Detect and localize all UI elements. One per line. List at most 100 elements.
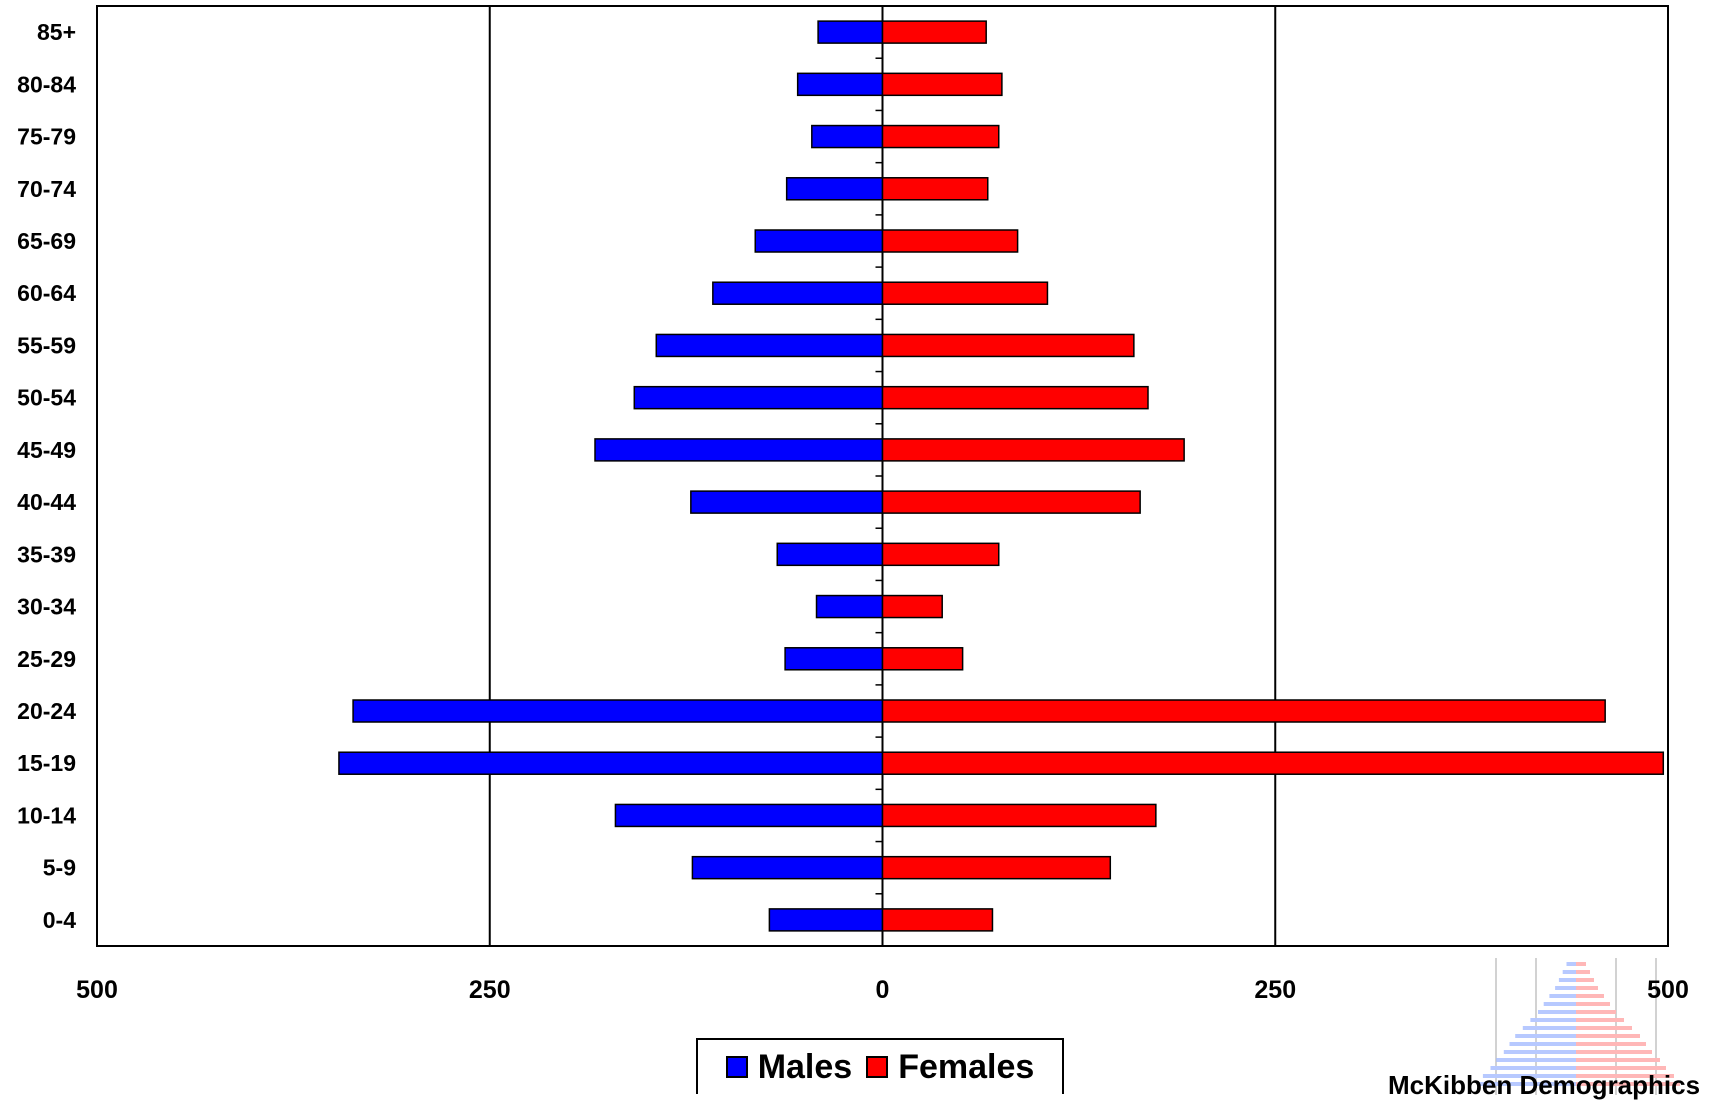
bars [338,20,1665,932]
y-tick-label: 5-9 [43,855,76,881]
watermark-bar-female [1576,986,1598,990]
legend-males-label: Males [757,1047,853,1086]
bar-males [691,855,884,880]
bar-males [712,281,884,305]
watermark-bar-female [1576,1034,1640,1038]
bar-females [881,490,1141,514]
watermark-bar-female [1576,1058,1660,1062]
y-tick-label: 85+ [37,19,76,45]
bar-males [614,803,884,828]
watermark-bar-male [1555,986,1576,990]
watermark-bar-male [1522,1026,1576,1030]
bar-males [817,20,884,44]
bar-females [881,72,1003,97]
bar-males [633,385,884,410]
center-axis [875,5,884,947]
gridlines [488,6,1277,946]
bar-females [881,751,1665,775]
bar-females [881,281,1049,305]
bar-males [690,490,884,514]
watermark-bar-female [1576,978,1594,982]
bar-females [881,908,994,932]
y-tick-label: 25-29 [17,646,76,672]
y-tick-label: 35-39 [17,541,76,567]
bar-females [881,699,1606,723]
watermark-bar-male [1490,1066,1576,1070]
y-tick-label: 75-79 [17,124,76,150]
bar-males [655,333,884,358]
bar-females [881,594,943,619]
bar-females [881,385,1149,410]
watermark-bar-male [1562,970,1576,974]
watermark-mini-pyramid [1477,958,1680,1095]
y-tick-label: 15-19 [17,750,76,776]
y-tick-label: 30-34 [17,594,76,620]
watermark-bar-male [1482,1074,1576,1078]
y-tick-label: 45-49 [17,437,76,463]
bar-males [776,542,884,567]
y-tick-label: 60-64 [17,280,76,306]
bar-females [881,177,989,201]
bar-males [785,177,884,201]
y-axis-labels: 0-4 5-9 10-14 15-19 20-24 25-29 30-34 35-39 40-4… [17,19,76,933]
legend: Males Females [696,1038,1064,1094]
bar-females [881,333,1135,358]
watermark-text: McKibben Demographics [1388,1070,1701,1100]
y-tick-label: 40-44 [17,489,76,515]
legend-females-label: Females [898,1047,1035,1086]
males-swatch [725,1056,748,1078]
bar-males [768,908,884,932]
watermark-bar-male [1515,1034,1576,1038]
y-tick-label: 55-59 [17,332,76,358]
x-tick-label: 0 [876,976,890,1004]
watermark-bar-female [1576,1010,1616,1014]
females-swatch [866,1056,889,1078]
y-tick-label: 50-54 [17,385,76,411]
y-tick-label: 20-24 [17,698,76,724]
bar-females [881,438,1185,462]
bar-males [352,699,884,723]
watermark-bar-male [1477,1082,1576,1086]
watermark-bar-male [1503,1050,1576,1054]
watermark-bar-male [1549,994,1576,998]
y-tick-label: 65-69 [17,228,76,254]
x-tick-label: 500 [76,976,118,1004]
watermark-bar-female [1576,1066,1666,1070]
watermark-bar-female [1576,962,1586,966]
watermark-bar-female [1576,994,1604,998]
watermark-bar-female [1576,1042,1646,1046]
watermark-bar-male [1496,1058,1576,1062]
watermark-bar-male [1566,962,1576,966]
y-tick-label: 70-74 [17,176,76,202]
bar-males [594,438,884,462]
bar-males [784,647,884,671]
bar-males [338,751,884,775]
watermark-bar-female [1576,1018,1624,1022]
watermark-bar-male [1530,1018,1576,1022]
bar-males [811,124,884,149]
watermark-bar-female [1576,1082,1680,1086]
bar-females [881,229,1019,253]
bar-males [796,72,884,97]
legend-item-females: Females [866,1048,1034,1087]
bar-males [754,229,884,253]
y-tick-label: 0-4 [43,907,76,933]
y-tick-label: 10-14 [17,802,76,828]
watermark-bar-female [1576,1002,1610,1006]
bar-females [881,124,1000,149]
watermark-bar-male [1543,1002,1576,1006]
watermark-bar-female [1576,1074,1674,1078]
watermark-bar-male [1509,1042,1576,1046]
x-tick-label: 250 [1254,976,1296,1004]
y-tick-label: 80-84 [17,71,76,97]
watermark-bar-female [1576,1050,1652,1054]
watermark-bar-male [1558,978,1576,982]
bar-females [881,803,1157,828]
bar-females [881,20,987,44]
x-tick-label: 500 [1647,976,1689,1004]
watermark-bar-male [1538,1010,1576,1014]
watermark-bar-female [1576,970,1590,974]
x-tick-label: 250 [469,976,511,1004]
bar-females [881,855,1112,880]
